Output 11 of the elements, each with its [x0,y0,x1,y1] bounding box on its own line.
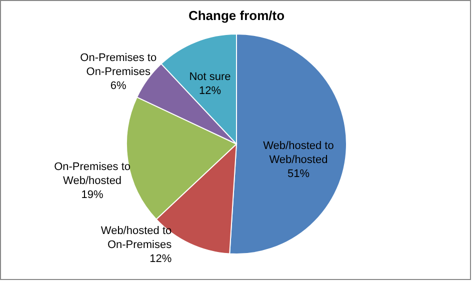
slice-label: On-Premises to Web/hosted [54,160,131,187]
data-label: 12% [198,85,222,98]
slice-label: Web/hosted to On-Premises [100,224,172,251]
data-label: 51% [287,168,310,180]
slice-label: On-Premises to On-Premises [80,52,157,78]
slice-label: Not sure [189,71,231,84]
slice-label: Web/hosted to Web/hosted [263,140,334,166]
data-label: 19% [81,188,104,201]
data-label: 6% [110,80,127,92]
chart-title: Change from/to [188,8,285,23]
data-label: 12% [150,252,172,265]
